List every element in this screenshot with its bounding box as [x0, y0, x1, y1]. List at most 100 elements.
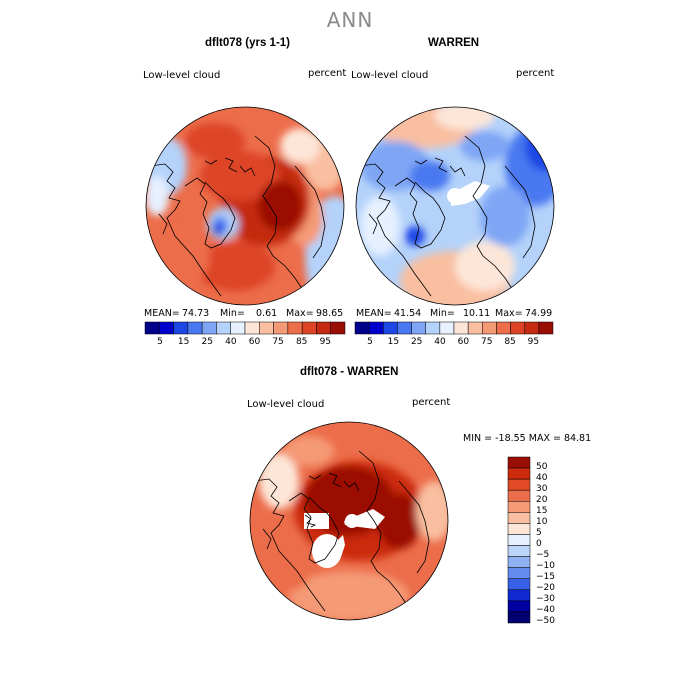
panel2-min-value: 10.11 [463, 308, 491, 319]
diff-panel-polar-map [249, 421, 449, 621]
colorbar-swatch [507, 478, 531, 491]
colorbar-swatch [538, 321, 554, 335]
colorbar-swatch [287, 321, 303, 335]
colorbar-swatch [301, 321, 317, 335]
colorbar-swatch [507, 611, 531, 624]
colorbar-tick-label: 10 [536, 516, 548, 527]
colorbar-swatch [144, 321, 160, 335]
colorbar-swatch [507, 589, 531, 602]
panel1-max-value: 98.65 [316, 308, 344, 319]
colorbar-tick-label: 60 [248, 337, 261, 347]
panel2-min-label: Min= [430, 308, 455, 319]
colorbar-swatch [507, 489, 531, 502]
colorbar-tick-label: 85 [295, 337, 308, 347]
colorbar-swatch [216, 321, 231, 335]
colorbar-tick-label: 25 [201, 337, 213, 347]
colorbar-tick-label: 40 [434, 337, 446, 347]
colorbar-swatch [524, 321, 540, 335]
colorbar-swatch [173, 321, 189, 335]
colorbar-tick-label: −50 [536, 616, 555, 627]
panel1-variable-label: Low-level cloud [143, 70, 221, 81]
colorbar-tick-label: 30 [536, 483, 548, 494]
colorbar-tick-label: −40 [536, 605, 555, 616]
panel1-min-value: 0.61 [256, 308, 278, 319]
panel2-max-label: Max= [495, 308, 523, 319]
panel2-mean-label: MEAN= [356, 308, 392, 319]
colorbar-swatch [201, 321, 217, 335]
colorbar-swatch [411, 321, 426, 335]
colorbar-swatch [507, 578, 531, 591]
colorbar-swatch [244, 321, 260, 335]
colorbar-swatch [397, 321, 412, 335]
colorbar-tick-label: 85 [504, 337, 516, 347]
colorbar-tick-label: 5 [157, 337, 163, 347]
colorbar-swatch [273, 321, 289, 335]
colorbar-swatch [507, 523, 531, 535]
colorbar-swatch [507, 501, 531, 513]
colorbar-tick-label: −10 [536, 561, 555, 572]
colorbar-tick-label: −30 [536, 594, 555, 605]
colorbar-tick-label: 60 [457, 337, 470, 347]
diff-panel-title: dflt078 - WARREN [300, 366, 399, 378]
panel1-units-label: percent [308, 68, 347, 79]
figure-title: ANN [326, 8, 374, 32]
colorbar-swatch [507, 534, 531, 546]
colorbar-swatch [507, 512, 531, 524]
panel2-title: WARREN [428, 37, 480, 49]
colorbar-swatch [354, 321, 370, 335]
colorbar-swatch [330, 321, 346, 335]
colorbar-swatch [187, 321, 203, 335]
colorbar-tick-label: 40 [225, 337, 237, 347]
panel2-mean-value: 41.54 [394, 308, 422, 319]
colorbar-swatch [368, 321, 384, 335]
panel1-max-label: Max= [286, 308, 314, 319]
colorbar-swatch [439, 321, 455, 335]
colorbar-swatch [507, 600, 531, 613]
panel2-polar-map [355, 106, 555, 306]
colorbar-tick-label: 95 [319, 337, 332, 347]
panel1-polar-map [145, 106, 345, 306]
colorbar-swatch [482, 321, 497, 335]
colorbar-tick-label: 5 [536, 527, 542, 538]
colorbar-tick-label: 15 [536, 505, 548, 516]
colorbar-tick-label: 0 [536, 539, 542, 549]
colorbar-swatch [507, 456, 531, 469]
panel1-min-label: Min= [220, 308, 245, 319]
panel1-mean-label: MEAN= [144, 308, 180, 319]
panel2-colorbar [354, 321, 554, 335]
panel2-units-label: percent [516, 68, 555, 79]
colorbar-tick-label: 15 [177, 337, 190, 347]
panel1-mean-value: 74.73 [182, 308, 210, 319]
colorbar-swatch [496, 321, 511, 335]
colorbar-tick-label: −20 [536, 583, 555, 594]
colorbar-tick-label: 20 [536, 494, 548, 505]
colorbar-swatch [467, 321, 483, 335]
colorbar-tick-label: 25 [410, 337, 423, 347]
colorbar-swatch [259, 321, 274, 335]
diff-panel-minmax: MIN = -18.55 MAX = 84.81 [463, 433, 592, 444]
colorbar-swatch [159, 321, 174, 335]
diff-panel-variable-label: Low-level cloud [247, 399, 325, 410]
colorbar-tick-label: 50 [536, 461, 548, 472]
colorbar-swatch [507, 567, 531, 579]
colorbar-swatch [510, 321, 525, 335]
colorbar-swatch [425, 321, 441, 335]
colorbar-swatch [316, 321, 331, 335]
panel1-title: dflt078 (yrs 1-1) [205, 37, 291, 49]
diff-panel-units-label: percent [412, 397, 451, 408]
colorbar-tick-label: 95 [527, 337, 540, 347]
colorbar-swatch [453, 321, 469, 335]
panel2-max-value: 74.99 [525, 308, 553, 319]
colorbar-tick-label: 5 [367, 337, 373, 347]
colorbar-swatch [507, 467, 531, 480]
colorbar-tick-label: 15 [387, 337, 400, 347]
colorbar-tick-label: 75 [480, 337, 493, 347]
panel1-colorbar [144, 321, 346, 335]
colorbar-tick-label: 40 [536, 472, 548, 483]
colorbar-swatch [383, 321, 398, 335]
colorbar-swatch [230, 321, 246, 335]
panel2-variable-label: Low-level cloud [351, 70, 429, 81]
colorbar-swatch [507, 556, 531, 568]
colorbar-tick-label: −5 [536, 550, 550, 561]
colorbar-tick-label: 75 [272, 337, 284, 347]
